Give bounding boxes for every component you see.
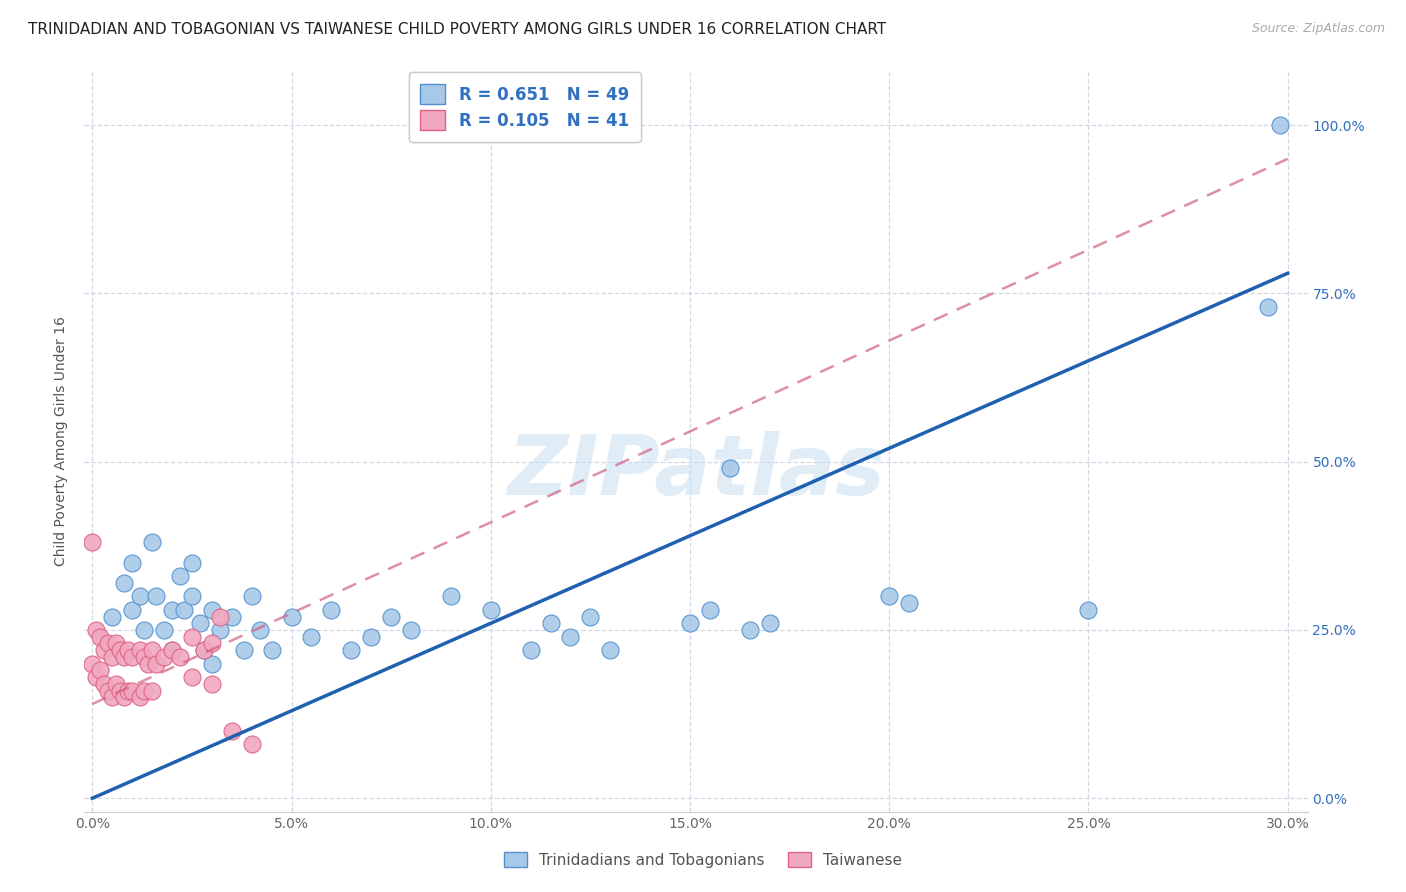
Point	[321, 603, 343, 617]
Text: TRINIDADIAN AND TOBAGONIAN VS TAIWANESE CHILD POVERTY AMONG GIRLS UNDER 16 CORRE: TRINIDADIAN AND TOBAGONIAN VS TAIWANESE …	[28, 22, 886, 37]
Point	[134, 623, 156, 637]
Point	[193, 643, 215, 657]
Point	[1268, 118, 1291, 132]
Point	[153, 623, 176, 637]
Point	[141, 683, 163, 698]
Text: ZIPatlas: ZIPatlas	[508, 431, 884, 512]
Point	[240, 590, 263, 604]
Point	[201, 636, 224, 650]
Point	[221, 723, 243, 738]
Point	[540, 616, 562, 631]
Point	[112, 690, 135, 705]
Point	[201, 657, 224, 671]
Point	[160, 603, 183, 617]
Point	[249, 623, 271, 637]
Point	[89, 664, 111, 678]
Point	[121, 649, 143, 664]
Point	[758, 616, 780, 631]
Point	[232, 643, 254, 657]
Point	[169, 569, 191, 583]
Point	[718, 461, 741, 475]
Point	[201, 603, 224, 617]
Point	[93, 643, 115, 657]
Point	[208, 609, 231, 624]
Point	[86, 670, 108, 684]
Legend: Trinidadians and Tobagonians, Taiwanese: Trinidadians and Tobagonians, Taiwanese	[496, 844, 910, 875]
Point	[579, 609, 602, 624]
Point	[260, 643, 283, 657]
Point	[181, 670, 204, 684]
Point	[93, 677, 115, 691]
Point	[360, 630, 382, 644]
Point	[105, 677, 128, 691]
Point	[380, 609, 402, 624]
Point	[129, 643, 152, 657]
Point	[221, 609, 243, 624]
Point	[699, 603, 721, 617]
Point	[169, 649, 191, 664]
Point	[181, 630, 204, 644]
Point	[101, 690, 124, 705]
Point	[208, 623, 231, 637]
Point	[141, 643, 163, 657]
Point	[101, 649, 124, 664]
Point	[110, 643, 132, 657]
Point	[101, 609, 124, 624]
Point	[141, 535, 163, 549]
Point	[519, 643, 541, 657]
Point	[97, 636, 120, 650]
Point	[181, 590, 204, 604]
Point	[121, 603, 143, 617]
Legend: R = 0.651   N = 49, R = 0.105   N = 41: R = 0.651 N = 49, R = 0.105 N = 41	[409, 72, 641, 142]
Point	[1077, 603, 1099, 617]
Point	[153, 649, 176, 664]
Point	[173, 603, 195, 617]
Point	[105, 636, 128, 650]
Point	[134, 683, 156, 698]
Point	[599, 643, 621, 657]
Point	[188, 616, 211, 631]
Point	[440, 590, 463, 604]
Point	[160, 643, 183, 657]
Point	[121, 683, 143, 698]
Point	[160, 643, 183, 657]
Point	[201, 677, 224, 691]
Point	[82, 657, 104, 671]
Point	[97, 683, 120, 698]
Point	[1257, 300, 1279, 314]
Point	[117, 643, 139, 657]
Point	[129, 690, 152, 705]
Point	[240, 738, 263, 752]
Point	[280, 609, 302, 624]
Text: Source: ZipAtlas.com: Source: ZipAtlas.com	[1251, 22, 1385, 36]
Point	[136, 657, 159, 671]
Point	[560, 630, 582, 644]
Point	[181, 556, 204, 570]
Point	[145, 590, 167, 604]
Point	[898, 596, 921, 610]
Point	[110, 683, 132, 698]
Point	[89, 630, 111, 644]
Point	[679, 616, 702, 631]
Point	[82, 535, 104, 549]
Point	[121, 556, 143, 570]
Point	[301, 630, 323, 644]
Point	[399, 623, 422, 637]
Point	[145, 657, 167, 671]
Point	[134, 649, 156, 664]
Y-axis label: Child Poverty Among Girls Under 16: Child Poverty Among Girls Under 16	[55, 317, 69, 566]
Point	[877, 590, 900, 604]
Point	[479, 603, 502, 617]
Point	[112, 575, 135, 590]
Point	[340, 643, 363, 657]
Point	[738, 623, 761, 637]
Point	[129, 590, 152, 604]
Point	[193, 643, 215, 657]
Point	[112, 649, 135, 664]
Point	[117, 683, 139, 698]
Point	[86, 623, 108, 637]
